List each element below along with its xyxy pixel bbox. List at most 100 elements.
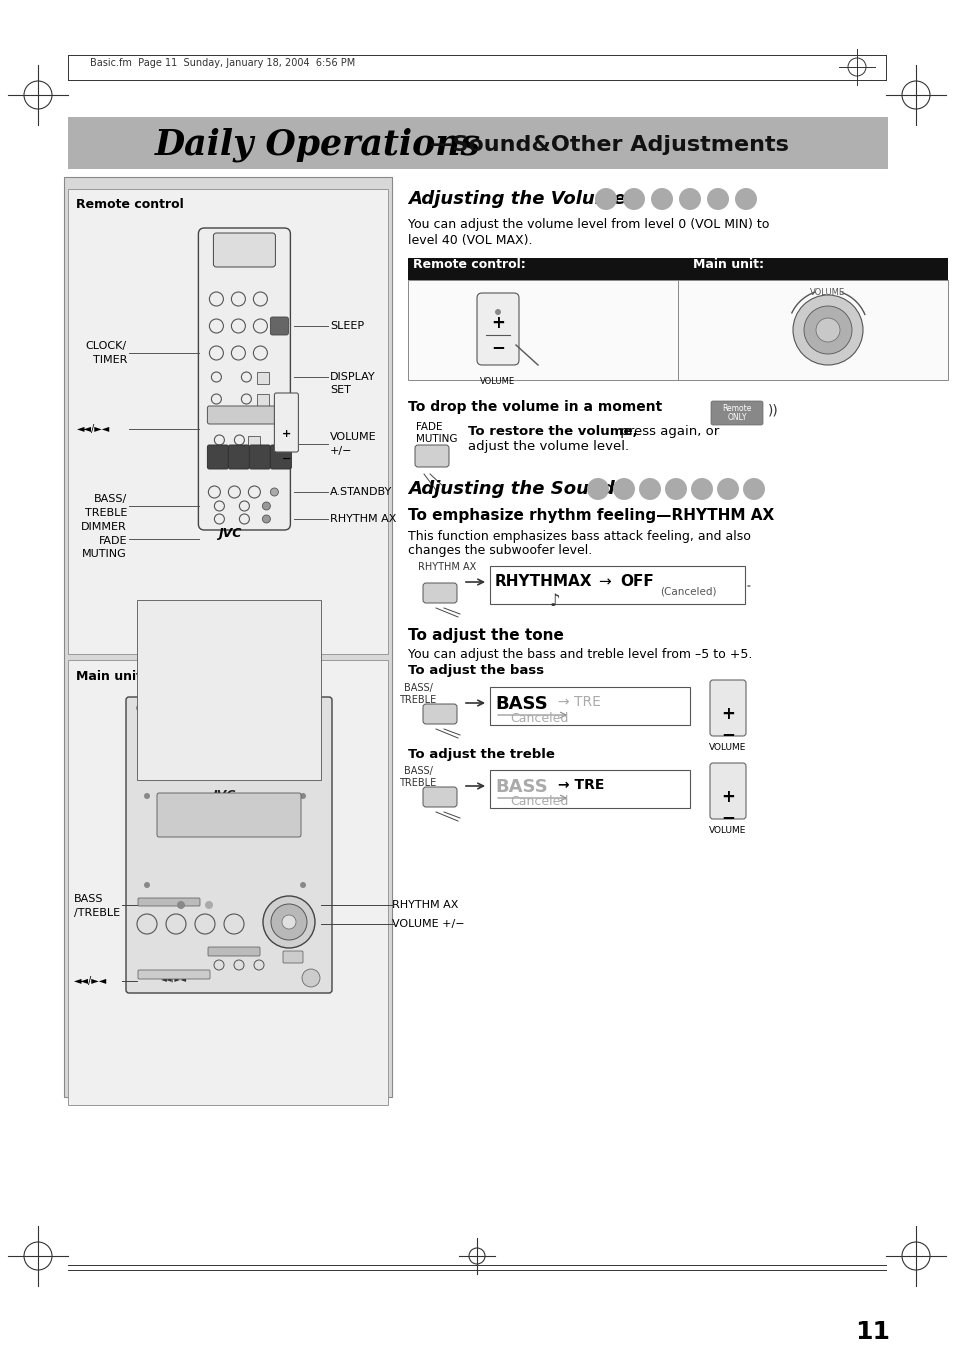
FancyBboxPatch shape xyxy=(126,697,332,993)
FancyBboxPatch shape xyxy=(422,788,456,807)
Bar xyxy=(68,661,388,1105)
Text: BASS/
TREBLE: BASS/ TREBLE xyxy=(399,766,436,788)
Circle shape xyxy=(282,915,295,929)
FancyBboxPatch shape xyxy=(422,704,456,724)
Text: press again, or: press again, or xyxy=(616,426,719,438)
Text: ◄◄/►◄: ◄◄/►◄ xyxy=(77,424,111,434)
Text: +/−: +/− xyxy=(330,446,352,457)
Text: VOLUME: VOLUME xyxy=(330,432,376,442)
Text: +: + xyxy=(491,313,504,332)
Text: +: + xyxy=(281,430,291,439)
Text: VOLUME: VOLUME xyxy=(480,377,515,386)
FancyBboxPatch shape xyxy=(157,793,301,838)
Circle shape xyxy=(803,305,851,354)
Text: Remote control: Remote control xyxy=(76,199,184,212)
FancyBboxPatch shape xyxy=(415,444,449,467)
Circle shape xyxy=(495,309,500,315)
Text: −: − xyxy=(720,725,734,743)
Text: BASS: BASS xyxy=(495,694,547,713)
Circle shape xyxy=(263,896,314,948)
Bar xyxy=(137,600,320,780)
FancyBboxPatch shape xyxy=(208,947,260,957)
Circle shape xyxy=(299,793,306,798)
Text: TREBLE: TREBLE xyxy=(85,508,127,517)
FancyBboxPatch shape xyxy=(274,393,298,453)
FancyBboxPatch shape xyxy=(709,680,745,736)
Text: Adjusting the Sound: Adjusting the Sound xyxy=(408,480,614,499)
Text: MUTING: MUTING xyxy=(82,549,127,559)
Circle shape xyxy=(177,901,185,909)
Circle shape xyxy=(586,478,608,500)
Text: This function emphasizes bass attack feeling, and also: This function emphasizes bass attack fee… xyxy=(408,530,750,543)
Text: ◄◄: ◄◄ xyxy=(220,416,233,426)
Text: VOLUME +/−: VOLUME +/− xyxy=(392,919,464,929)
Circle shape xyxy=(144,793,150,798)
Circle shape xyxy=(270,488,278,496)
Text: Canceled: Canceled xyxy=(510,794,568,808)
Text: SLEEP: SLEEP xyxy=(330,322,364,331)
Text: A.STANDBY: A.STANDBY xyxy=(330,486,392,497)
Text: −: − xyxy=(491,338,504,357)
Circle shape xyxy=(595,188,617,209)
Circle shape xyxy=(613,478,635,500)
Bar xyxy=(68,189,388,654)
Text: → TRE: → TRE xyxy=(558,694,600,709)
Circle shape xyxy=(792,295,862,365)
Text: VOLUME: VOLUME xyxy=(709,825,746,835)
Bar xyxy=(490,770,689,808)
Text: 11: 11 xyxy=(854,1320,889,1344)
Text: JVC: JVC xyxy=(217,527,241,540)
Text: BASS/: BASS/ xyxy=(93,494,127,504)
Text: CLOCK/: CLOCK/ xyxy=(86,340,127,351)
Text: To adjust the treble: To adjust the treble xyxy=(408,748,555,761)
Text: BASS/
TREBLE: BASS/ TREBLE xyxy=(399,684,436,705)
FancyBboxPatch shape xyxy=(710,401,762,426)
Text: RHYTHM AX: RHYTHM AX xyxy=(417,562,476,571)
Text: —Sound&Other Adjustments: —Sound&Other Adjustments xyxy=(430,135,788,155)
Text: )): )) xyxy=(767,404,778,417)
Circle shape xyxy=(144,882,150,888)
Text: ◄◄/►◄: ◄◄/►◄ xyxy=(74,975,107,986)
FancyBboxPatch shape xyxy=(476,293,518,365)
FancyBboxPatch shape xyxy=(270,317,288,335)
Circle shape xyxy=(622,188,644,209)
FancyBboxPatch shape xyxy=(257,394,269,407)
Text: changes the subwoofer level.: changes the subwoofer level. xyxy=(408,544,592,557)
FancyBboxPatch shape xyxy=(709,763,745,819)
Text: You can adjust the bass and treble level from –5 to +5.: You can adjust the bass and treble level… xyxy=(408,648,752,661)
Text: → TRE: → TRE xyxy=(558,778,604,792)
Text: level 40 (VOL MAX).: level 40 (VOL MAX). xyxy=(408,234,532,247)
Text: RHYTHM AX: RHYTHM AX xyxy=(330,513,395,524)
Text: To drop the volume in a moment: To drop the volume in a moment xyxy=(408,400,661,413)
FancyBboxPatch shape xyxy=(270,444,291,469)
Bar xyxy=(408,280,947,380)
Text: VOLUME: VOLUME xyxy=(810,288,844,297)
Circle shape xyxy=(679,188,700,209)
Circle shape xyxy=(299,882,306,888)
FancyBboxPatch shape xyxy=(138,970,210,979)
Circle shape xyxy=(664,478,686,500)
Text: To adjust the bass: To adjust the bass xyxy=(408,663,543,677)
Bar xyxy=(68,118,887,169)
Text: Basic.fm  Page 11  Sunday, January 18, 2004  6:56 PM: Basic.fm Page 11 Sunday, January 18, 200… xyxy=(90,58,355,68)
Bar xyxy=(408,258,947,280)
Text: −: − xyxy=(720,808,734,825)
Text: ◄◄/►◄: ◄◄/►◄ xyxy=(161,975,187,984)
Text: To emphasize rhythm feeling—RHYTHM AX: To emphasize rhythm feeling—RHYTHM AX xyxy=(408,508,774,523)
Circle shape xyxy=(295,705,302,711)
Circle shape xyxy=(815,317,840,342)
Text: SET: SET xyxy=(330,385,351,394)
Text: OFF: OFF xyxy=(619,574,653,589)
Bar xyxy=(490,688,689,725)
Text: BASS: BASS xyxy=(495,778,547,796)
FancyBboxPatch shape xyxy=(198,228,290,530)
FancyBboxPatch shape xyxy=(257,372,269,384)
Text: To restore the volume,: To restore the volume, xyxy=(468,426,637,438)
FancyBboxPatch shape xyxy=(143,731,314,743)
Text: Daily Operations: Daily Operations xyxy=(154,128,480,162)
Text: (Canceled): (Canceled) xyxy=(659,586,716,596)
Text: +: + xyxy=(720,788,734,807)
Text: DIMMER: DIMMER xyxy=(81,521,127,532)
Text: →: → xyxy=(598,574,610,589)
Text: TIMER: TIMER xyxy=(92,355,127,365)
